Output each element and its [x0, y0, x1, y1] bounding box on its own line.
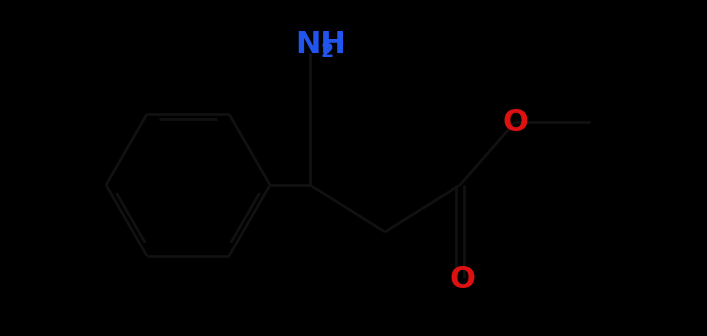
Text: O: O: [502, 108, 528, 137]
Text: O: O: [449, 265, 475, 294]
Text: 2: 2: [321, 42, 334, 61]
Text: NH: NH: [295, 30, 346, 59]
